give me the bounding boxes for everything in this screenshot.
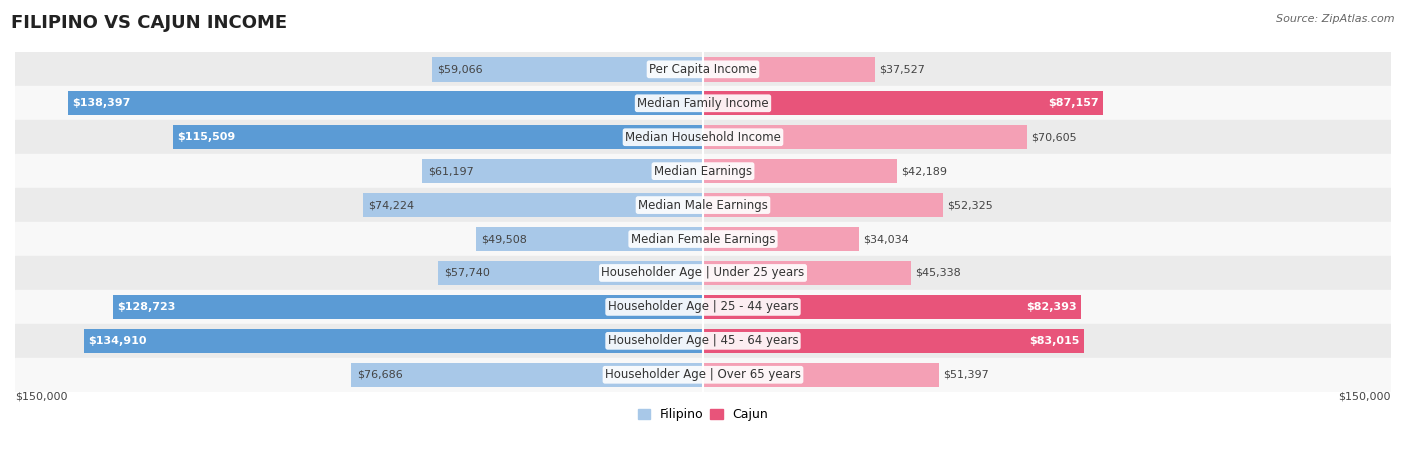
Bar	[703, 159, 897, 184]
Text: FILIPINO VS CAJUN INCOME: FILIPINO VS CAJUN INCOME	[11, 14, 287, 32]
Text: $49,508: $49,508	[481, 234, 527, 244]
Text: $59,066: $59,066	[437, 64, 484, 74]
Text: $76,686: $76,686	[357, 370, 402, 380]
Text: Median Male Earnings: Median Male Earnings	[638, 198, 768, 212]
Bar	[112, 295, 703, 319]
Bar	[703, 193, 943, 217]
Bar	[703, 295, 1081, 319]
Text: Source: ZipAtlas.com: Source: ZipAtlas.com	[1277, 14, 1395, 24]
Bar	[703, 125, 1026, 149]
Bar	[703, 329, 1084, 353]
Bar	[15, 120, 1391, 154]
Text: $52,325: $52,325	[948, 200, 993, 210]
Bar	[703, 227, 859, 251]
Bar	[352, 362, 703, 387]
Text: $115,509: $115,509	[177, 132, 236, 142]
Text: Median Family Income: Median Family Income	[637, 97, 769, 110]
Text: $51,397: $51,397	[943, 370, 988, 380]
Text: $74,224: $74,224	[368, 200, 415, 210]
Text: $150,000: $150,000	[15, 392, 67, 402]
Bar	[15, 222, 1391, 256]
Bar	[15, 324, 1391, 358]
Text: $128,723: $128,723	[117, 302, 176, 312]
Text: $45,338: $45,338	[915, 268, 960, 278]
Bar	[15, 86, 1391, 120]
Bar	[703, 261, 911, 285]
Bar	[173, 125, 703, 149]
Text: $82,393: $82,393	[1026, 302, 1077, 312]
Bar	[439, 261, 703, 285]
Bar	[15, 358, 1391, 392]
Bar	[703, 91, 1102, 115]
Bar	[15, 256, 1391, 290]
Text: $70,605: $70,605	[1031, 132, 1077, 142]
Text: Householder Age | 45 - 64 years: Householder Age | 45 - 64 years	[607, 334, 799, 347]
Text: $83,015: $83,015	[1029, 336, 1080, 346]
Bar	[84, 329, 703, 353]
Text: Median Household Income: Median Household Income	[626, 131, 780, 144]
Text: $61,197: $61,197	[427, 166, 474, 176]
Text: $150,000: $150,000	[1339, 392, 1391, 402]
Text: $134,910: $134,910	[89, 336, 146, 346]
Text: Median Female Earnings: Median Female Earnings	[631, 233, 775, 246]
Bar	[15, 52, 1391, 86]
Bar	[432, 57, 703, 82]
Text: Householder Age | Over 65 years: Householder Age | Over 65 years	[605, 368, 801, 381]
Text: $57,740: $57,740	[444, 268, 489, 278]
Text: $87,157: $87,157	[1047, 98, 1098, 108]
Text: $42,189: $42,189	[901, 166, 946, 176]
Bar	[422, 159, 703, 184]
Bar	[15, 290, 1391, 324]
Bar	[15, 154, 1391, 188]
Bar	[363, 193, 703, 217]
Text: $37,527: $37,527	[879, 64, 925, 74]
Text: Householder Age | Under 25 years: Householder Age | Under 25 years	[602, 267, 804, 279]
Bar	[69, 91, 703, 115]
Text: Householder Age | 25 - 44 years: Householder Age | 25 - 44 years	[607, 300, 799, 313]
Bar	[703, 362, 939, 387]
Text: $34,034: $34,034	[863, 234, 910, 244]
Text: Median Earnings: Median Earnings	[654, 165, 752, 177]
Bar	[15, 188, 1391, 222]
Bar	[703, 57, 875, 82]
Text: Per Capita Income: Per Capita Income	[650, 63, 756, 76]
Text: $138,397: $138,397	[72, 98, 131, 108]
Bar	[475, 227, 703, 251]
Legend: Filipino, Cajun: Filipino, Cajun	[633, 403, 773, 426]
